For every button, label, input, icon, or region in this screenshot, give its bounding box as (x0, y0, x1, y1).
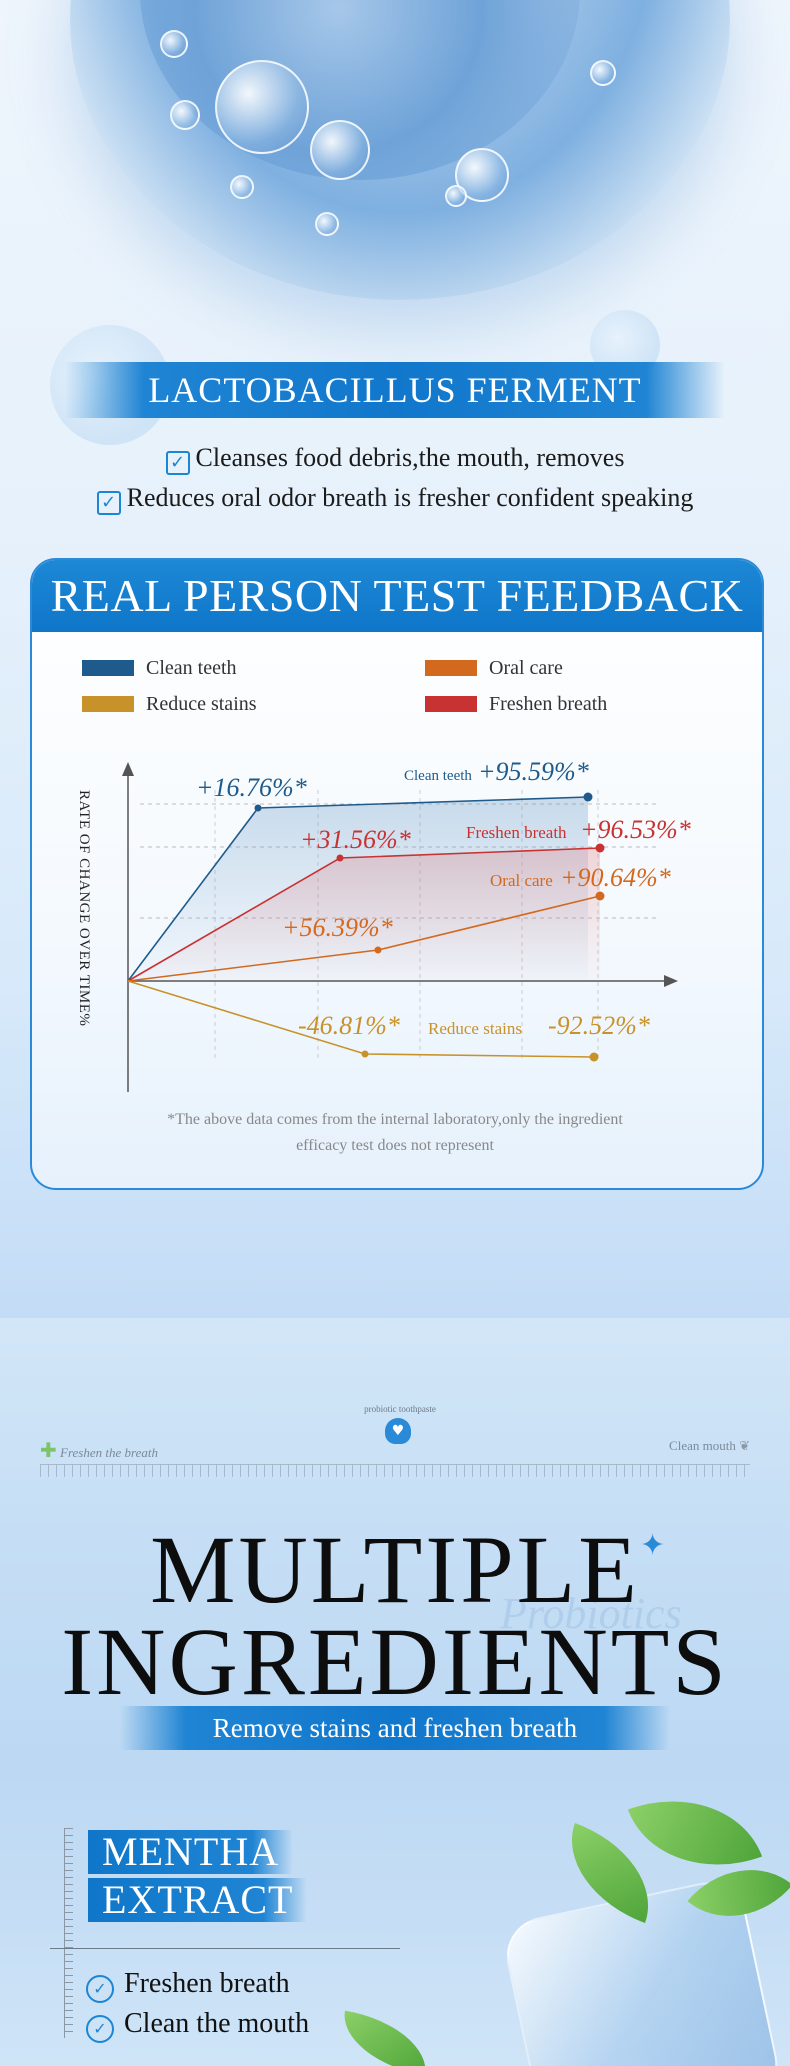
series-layer (127, 792, 605, 1062)
label-clean-name: Clean teeth (404, 768, 472, 784)
label-clean-mid: +16.76%* (196, 773, 307, 802)
subtitle-ribbon: Remove stains and freshen breath (120, 1706, 670, 1750)
bubble (315, 212, 339, 236)
legend-item-freshen-breath: Freshen breath (425, 689, 607, 719)
leaf-icon: ✚ (40, 1438, 57, 1462)
label-fresh-name: Freshen breath (466, 823, 567, 842)
ingredients-section: ✚ Freshen the breath ♥ probiotic toothpa… (0, 1318, 790, 2066)
bubble (215, 60, 309, 154)
series-area-freshen-breath (128, 848, 600, 981)
data-point-freshen-breath (336, 854, 344, 862)
benefit-item: ✓ Cleanses food debris,the mouth, removes (0, 438, 790, 478)
checkbox-icon: ✓ (96, 491, 121, 515)
top-ruler (40, 1464, 750, 1477)
brand-center-text: probiotic toothpaste (364, 1404, 436, 1414)
bubble (170, 100, 200, 130)
check-circle-icon: ✓ (86, 1975, 114, 2003)
side-ruler (64, 1828, 73, 2038)
label-stain-end: -92.52%* (548, 1011, 650, 1040)
label-oral-name: Oral care (490, 871, 553, 890)
bubble (445, 185, 467, 207)
label-fresh-end: +96.53%* (580, 815, 691, 844)
check-circle-icon: ✓ (86, 2015, 114, 2043)
sparkle-icon: ✦ (640, 1528, 666, 1563)
tag-mentha: MENTHA (88, 1830, 294, 1874)
data-point-clean-teeth (583, 792, 593, 802)
legend-item-clean-teeth: Clean teeth (82, 653, 237, 683)
label-fresh-mid: +31.56%* (300, 825, 411, 854)
legend-swatch (425, 660, 477, 676)
divider-line (50, 1948, 400, 1949)
bubble (230, 175, 254, 199)
probiotics-script: Probiotics (500, 1589, 682, 1638)
label-clean-end: +95.59%* (478, 757, 589, 786)
legend-item-oral-care: Oral care (425, 653, 563, 683)
bubble (590, 60, 616, 86)
checkbox-icon: ✓ (165, 451, 190, 475)
data-point-oral-care (595, 891, 605, 901)
data-footnote: *The above data comes from the internal … (167, 1111, 623, 1154)
leaves-icon: ❦ (739, 1439, 750, 1454)
label-oral-end: +90.64%* (560, 863, 671, 892)
title-line-1: MULTIPLE (150, 1516, 640, 1623)
mint-leaf-image (336, 2010, 434, 2066)
legend-swatch (82, 660, 134, 676)
brand-right-text: Clean mouth ❦ (669, 1438, 750, 1454)
data-point-oral-care (374, 946, 382, 954)
tag-extract: EXTRACT (88, 1878, 308, 1922)
lactobacillus-title: LACTOBACILLUS FERMENT (65, 362, 725, 418)
y-axis-label: RATE OF CHANGE OVER TIME% (76, 790, 92, 1027)
legend-item-reduce-stains: Reduce stains (82, 689, 257, 719)
data-point-reduce-stains (361, 1050, 369, 1058)
feature-item: ✓ Clean the mouth (86, 2004, 309, 2044)
data-point-clean-teeth (254, 804, 262, 812)
legend-swatch (425, 696, 477, 712)
brand-left-text: ✚ Freshen the breath (40, 1438, 158, 1462)
legend-swatch (82, 696, 134, 712)
feature-item: ✓ Freshen breath (86, 1964, 290, 2004)
y-axis-arrow-icon (122, 762, 134, 776)
title-line-2: INGREDIENTS (61, 1608, 729, 1715)
x-axis-arrow-icon (664, 975, 678, 987)
bubble (310, 120, 370, 180)
tooth-logo-icon: ♥ (385, 1418, 411, 1444)
card-title: REAL PERSON TEST FEEDBACK (32, 560, 762, 632)
label-stain-mid: -46.81%* (298, 1011, 400, 1040)
label-oral-mid: +56.39%* (282, 913, 393, 942)
benefit-list: ✓ Cleanses food debris,the mouth, removes… (0, 438, 790, 518)
benefit-item: ✓ Reduces oral odor breath is fresher con… (0, 478, 790, 518)
label-stain-name: Reduce stains (428, 1019, 522, 1038)
data-point-freshen-breath (595, 843, 605, 853)
data-point-reduce-stains (589, 1052, 599, 1062)
bubble (160, 30, 188, 58)
bubble (455, 148, 509, 202)
